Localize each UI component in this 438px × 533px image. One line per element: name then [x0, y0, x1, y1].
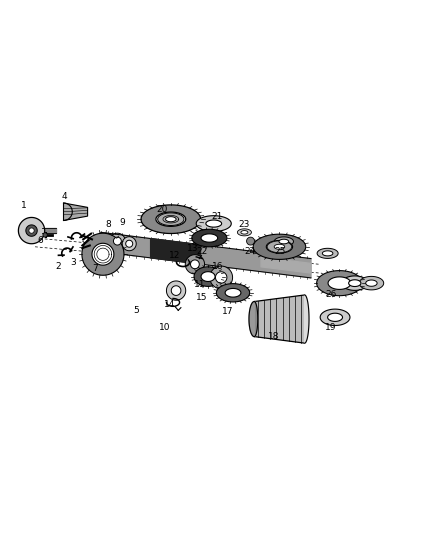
Polygon shape	[274, 244, 285, 249]
Polygon shape	[225, 288, 241, 297]
Polygon shape	[366, 280, 377, 286]
Polygon shape	[320, 309, 350, 326]
Polygon shape	[241, 231, 248, 234]
Text: 17: 17	[222, 306, 233, 316]
Text: 20: 20	[156, 205, 168, 214]
Polygon shape	[266, 240, 293, 253]
Polygon shape	[274, 237, 293, 246]
Polygon shape	[43, 233, 47, 237]
Polygon shape	[126, 240, 133, 247]
Text: 13: 13	[187, 245, 198, 254]
Polygon shape	[113, 237, 121, 245]
Text: 14: 14	[164, 300, 176, 309]
Polygon shape	[261, 257, 311, 273]
Polygon shape	[196, 216, 231, 231]
Polygon shape	[101, 232, 311, 278]
Polygon shape	[328, 313, 343, 321]
Text: 21: 21	[211, 212, 223, 221]
Polygon shape	[247, 237, 254, 245]
Polygon shape	[216, 284, 250, 302]
Polygon shape	[359, 277, 384, 290]
Polygon shape	[349, 280, 361, 287]
Text: 9: 9	[119, 218, 125, 227]
Polygon shape	[166, 281, 186, 300]
Text: 24: 24	[244, 247, 255, 256]
Polygon shape	[64, 203, 88, 221]
Polygon shape	[342, 276, 368, 290]
Polygon shape	[210, 266, 233, 289]
Polygon shape	[26, 225, 37, 236]
Polygon shape	[322, 251, 333, 256]
Text: 18: 18	[268, 332, 279, 341]
Polygon shape	[305, 295, 309, 343]
Text: 1: 1	[21, 201, 27, 209]
Polygon shape	[42, 228, 56, 233]
Text: 11: 11	[194, 279, 205, 288]
Text: 23: 23	[239, 220, 250, 229]
Polygon shape	[92, 243, 114, 265]
Polygon shape	[279, 239, 289, 244]
Polygon shape	[18, 217, 45, 244]
Polygon shape	[122, 237, 136, 251]
Polygon shape	[166, 217, 176, 222]
Polygon shape	[317, 248, 338, 259]
Text: 22: 22	[197, 247, 208, 256]
Text: 2: 2	[55, 262, 60, 271]
Text: 4: 4	[62, 192, 67, 201]
Polygon shape	[110, 233, 125, 249]
Polygon shape	[201, 272, 215, 281]
Polygon shape	[29, 228, 34, 233]
Polygon shape	[328, 277, 351, 289]
Polygon shape	[254, 295, 305, 343]
Polygon shape	[171, 286, 181, 295]
Polygon shape	[201, 234, 218, 242]
Text: 15: 15	[196, 293, 207, 302]
Polygon shape	[249, 302, 254, 336]
Polygon shape	[185, 255, 205, 274]
Text: 10: 10	[159, 324, 171, 332]
Text: 8: 8	[106, 220, 112, 229]
Polygon shape	[151, 239, 201, 264]
Text: 26: 26	[325, 290, 336, 300]
Text: 5: 5	[133, 306, 139, 315]
Polygon shape	[317, 271, 362, 296]
Text: 7: 7	[92, 264, 99, 273]
Polygon shape	[237, 229, 251, 236]
Polygon shape	[191, 260, 199, 269]
Polygon shape	[194, 266, 222, 286]
Polygon shape	[141, 205, 201, 233]
Polygon shape	[267, 241, 292, 253]
Text: 3: 3	[71, 257, 77, 266]
Polygon shape	[215, 272, 227, 283]
Polygon shape	[206, 220, 222, 227]
Polygon shape	[192, 229, 227, 247]
Text: 16: 16	[212, 262, 223, 271]
Polygon shape	[253, 234, 306, 260]
Polygon shape	[254, 302, 258, 336]
Polygon shape	[156, 212, 186, 227]
Text: 19: 19	[325, 324, 336, 332]
Polygon shape	[158, 213, 184, 225]
Text: 12: 12	[169, 251, 180, 260]
Text: 25: 25	[275, 247, 286, 256]
Polygon shape	[82, 233, 124, 275]
Text: 6: 6	[37, 236, 43, 245]
